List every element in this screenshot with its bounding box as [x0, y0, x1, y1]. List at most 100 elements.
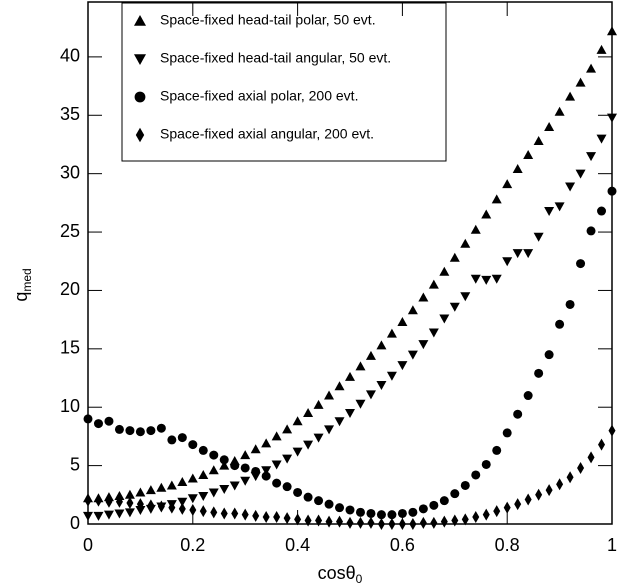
- data-point: [366, 508, 376, 518]
- data-point: [177, 497, 188, 507]
- data-point: [376, 340, 387, 350]
- data-point: [262, 510, 270, 523]
- data-point: [334, 417, 345, 427]
- data-point: [251, 466, 261, 476]
- data-point: [187, 494, 198, 504]
- data-point: [220, 507, 228, 520]
- data-point: [292, 416, 303, 426]
- data-point: [524, 493, 532, 506]
- data-point: [125, 426, 135, 436]
- data-point: [513, 409, 523, 419]
- data-point: [208, 465, 219, 475]
- data-point: [534, 368, 544, 378]
- legend-marker: [134, 54, 146, 65]
- data-point: [418, 292, 429, 302]
- data-point: [135, 427, 145, 437]
- legend-marker: [135, 127, 145, 143]
- data-point: [460, 292, 471, 302]
- data-point: [409, 518, 417, 530]
- data-point: [470, 224, 481, 234]
- data-point: [325, 515, 333, 528]
- data-point: [493, 505, 501, 518]
- data-point: [460, 480, 470, 490]
- data-point: [124, 489, 135, 499]
- data-point: [282, 424, 293, 434]
- data-point: [240, 476, 251, 486]
- data-point: [156, 482, 167, 492]
- data-point: [145, 485, 156, 495]
- data-point: [157, 500, 165, 513]
- data-point: [481, 275, 492, 285]
- data-point: [94, 494, 102, 507]
- data-point: [492, 445, 502, 455]
- legend-label: Space-fixed head-tail angular, 50 evt.: [160, 50, 391, 66]
- data-point: [586, 152, 597, 162]
- data-point: [461, 513, 469, 526]
- x-tick-label: 0.4: [285, 535, 310, 555]
- data-point: [261, 466, 272, 476]
- data-point: [240, 463, 250, 473]
- data-point: [596, 44, 607, 54]
- data-point: [503, 501, 511, 514]
- y-tick-label: 30: [60, 162, 80, 182]
- data-point: [240, 450, 251, 460]
- data-point: [428, 328, 439, 338]
- data-point: [219, 455, 229, 465]
- data-point: [261, 471, 271, 481]
- data-point: [345, 505, 355, 515]
- y-tick-label: 15: [60, 338, 80, 358]
- x-tick-label: 0.6: [390, 535, 415, 555]
- data-point: [271, 431, 282, 441]
- data-point: [315, 514, 323, 527]
- data-point: [386, 371, 397, 381]
- data-point: [607, 186, 617, 196]
- data-point: [167, 435, 177, 445]
- data-point: [512, 163, 523, 173]
- data-point: [93, 511, 104, 521]
- data-point: [419, 516, 427, 529]
- data-point: [439, 496, 449, 506]
- data-point: [356, 516, 364, 529]
- data-point: [136, 498, 144, 511]
- data-point: [198, 469, 209, 479]
- data-point: [397, 361, 408, 371]
- data-point: [177, 476, 188, 486]
- data-point: [124, 508, 135, 518]
- y-axis-title-sub: med: [20, 268, 34, 291]
- data-point: [345, 371, 355, 381]
- data-point: [314, 496, 324, 506]
- data-point: [418, 504, 428, 514]
- data-point: [554, 106, 565, 116]
- data-point: [324, 425, 335, 435]
- data-point: [575, 77, 586, 87]
- data-point: [250, 444, 261, 454]
- y-axis-title-main: q: [11, 292, 31, 302]
- data-point: [135, 487, 146, 497]
- data-point: [355, 507, 365, 517]
- data-point: [292, 447, 303, 457]
- data-point: [272, 478, 282, 488]
- data-point: [449, 302, 460, 312]
- legend: Space-fixed head-tail polar, 50 evt. Spac…: [121, 2, 447, 162]
- data-point: [388, 518, 396, 530]
- data-point: [430, 516, 438, 529]
- data-point: [147, 499, 155, 512]
- data-point: [93, 419, 103, 429]
- data-point: [575, 169, 586, 179]
- data-point: [471, 470, 481, 480]
- data-point: [596, 134, 607, 144]
- legend-marker: [134, 15, 146, 26]
- x-axis-title-main: cosθ: [318, 563, 356, 583]
- data-point: [84, 494, 92, 507]
- data-point: [586, 226, 596, 236]
- data-point: [261, 438, 272, 448]
- data-point: [114, 509, 125, 519]
- data-point: [502, 257, 513, 267]
- data-point: [219, 460, 230, 470]
- data-point: [544, 121, 555, 131]
- data-point: [293, 487, 303, 497]
- y-tick-label: 25: [60, 221, 80, 241]
- data-point: [502, 428, 512, 438]
- data-point: [231, 507, 239, 520]
- data-point: [598, 438, 606, 451]
